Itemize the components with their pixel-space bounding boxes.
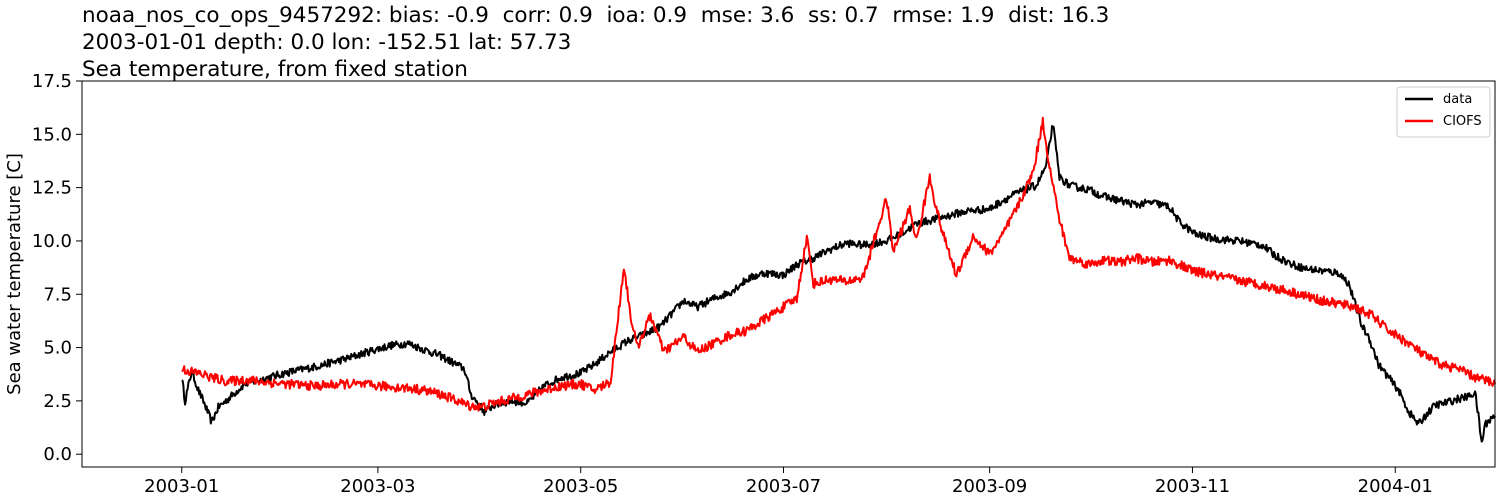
y-tick-label: 5.0 [43, 338, 72, 359]
y-axis: 0.0 2.5 5.0 7.5 10.0 12.5 15.0 17.5 [32, 71, 82, 465]
y-axis-label: Sea water temperature [C] [4, 153, 25, 395]
x-tick-label: 2004-01 [1358, 476, 1433, 497]
x-tick-label: 2003-11 [1155, 476, 1230, 497]
chart-title-line-1: noaa_nos_co_ops_9457292: bias: -0.9 corr… [82, 3, 1110, 28]
chart-title-line-3: Sea temperature, from fixed station [82, 57, 468, 82]
x-tick-label: 2003-01 [144, 476, 219, 497]
legend-label-ciofs: CIOFS [1443, 114, 1482, 129]
y-tick-label: 2.5 [43, 391, 72, 412]
y-tick-label: 17.5 [32, 71, 72, 92]
y-tick-label: 0.0 [43, 444, 72, 465]
chart-title-line-2: 2003-01-01 depth: 0.0 lon: -152.51 lat: … [82, 30, 572, 55]
x-tick-label: 2003-03 [340, 476, 415, 497]
x-tick-label: 2003-07 [746, 476, 821, 497]
y-tick-label: 7.5 [43, 284, 72, 305]
series-line-data [181, 125, 1496, 443]
series-layer [181, 116, 1496, 443]
series-line-ciofs [181, 116, 1496, 412]
x-axis: 2003-01 2003-03 2003-05 2003-07 2003-09 2003-… [144, 467, 1433, 497]
chart-title-block: noaa_nos_co_ops_9457292: bias: -0.9 corr… [82, 2, 1109, 83]
y-tick-label: 10.0 [32, 231, 72, 252]
legend-label-data: data [1443, 92, 1472, 107]
legend: data CIOFS [1396, 86, 1491, 138]
plot-frame [81, 80, 1496, 468]
y-tick-label: 12.5 [32, 178, 72, 199]
x-tick-label: 2003-09 [952, 476, 1027, 497]
y-tick-label: 15.0 [32, 124, 72, 145]
x-tick-label: 2003-05 [543, 476, 618, 497]
